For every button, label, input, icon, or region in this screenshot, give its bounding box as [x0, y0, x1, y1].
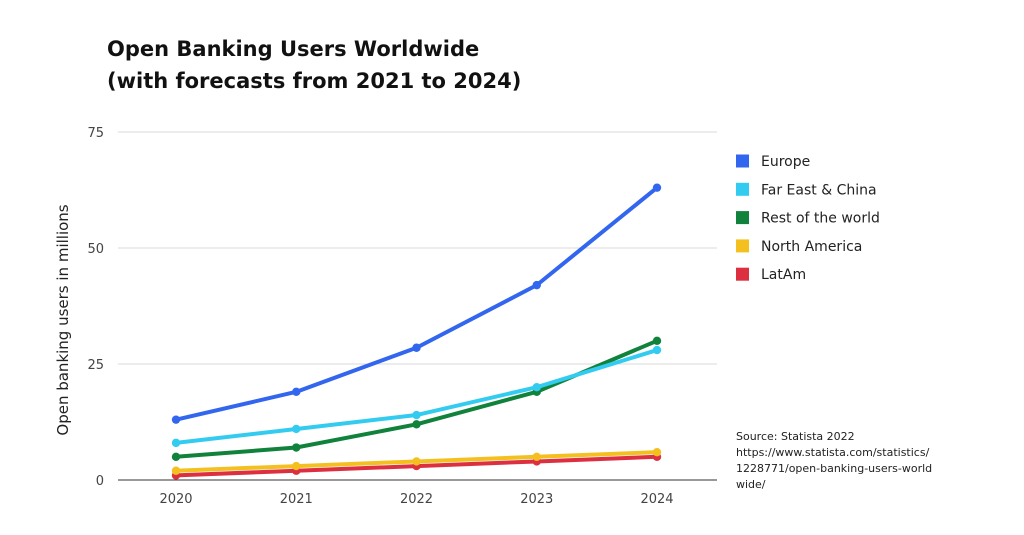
data-point — [292, 443, 301, 452]
subtitle-line: (with forecasts from 2021 to 2024) — [107, 69, 522, 93]
source-url: https://www.statista.com/statistics/1228… — [736, 446, 933, 491]
data-point — [292, 424, 301, 434]
y-axis-title: Open banking users in millions — [54, 204, 72, 435]
legend-swatch — [736, 239, 749, 253]
x-tick-label: 2020 — [159, 492, 192, 507]
x-tick-label: 2021 — [280, 492, 313, 507]
legend-label: North America — [761, 239, 862, 255]
series-line — [174, 185, 659, 422]
source-label: Source: Statista 2022 — [736, 430, 855, 443]
data-point — [532, 383, 541, 392]
data-point — [652, 336, 662, 345]
data-point — [171, 438, 181, 448]
data-point — [532, 280, 541, 290]
legend-label: Far East & China — [761, 182, 877, 198]
data-point — [412, 420, 421, 429]
data-point — [292, 387, 301, 397]
legend-label: Europe — [761, 154, 810, 170]
x-tick-label: 2023 — [520, 492, 553, 507]
y-tick-label: 25 — [87, 358, 104, 373]
data-point — [652, 447, 662, 457]
data-point — [652, 183, 662, 192]
legend-swatch — [736, 182, 749, 196]
x-tick-label: 2024 — [640, 492, 673, 507]
legend-label: Rest of the world — [761, 211, 880, 227]
chart-title: Open Banking Users Worldwide (with forec… — [107, 33, 521, 97]
source-note: Source: Statista 2022 https://www.statis… — [736, 429, 936, 493]
data-point — [652, 345, 662, 355]
data-point — [412, 457, 421, 466]
title-line: Open Banking Users Worldwide — [107, 37, 480, 61]
data-point — [171, 415, 181, 424]
y-tick-label: 0 — [96, 474, 104, 489]
data-point — [412, 343, 421, 352]
x-tick-label: 2022 — [400, 492, 433, 507]
data-point — [412, 410, 421, 420]
legend-label: LatAm — [761, 267, 806, 283]
series-line — [174, 338, 659, 459]
legend-swatch — [736, 154, 749, 168]
data-point — [171, 466, 181, 475]
legend-swatch — [736, 211, 749, 225]
data-point — [532, 452, 541, 461]
data-point — [171, 452, 181, 461]
y-tick-label: 75 — [87, 126, 104, 141]
data-point — [292, 461, 301, 471]
y-tick-label: 50 — [87, 242, 104, 257]
legend-swatch — [736, 267, 749, 281]
